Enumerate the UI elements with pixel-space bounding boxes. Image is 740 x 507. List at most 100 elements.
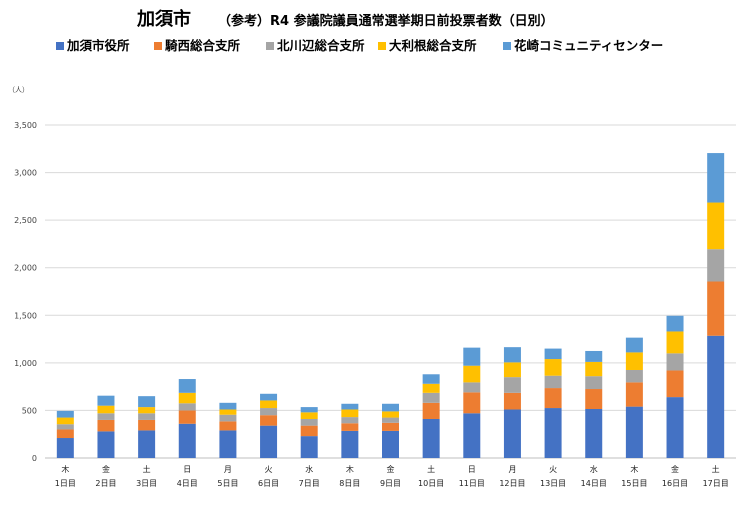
bar-segment xyxy=(463,413,481,458)
bar-segment xyxy=(422,374,440,384)
bar-segment xyxy=(382,403,399,412)
bar-segment xyxy=(300,418,318,426)
y-tick-label: 2,000 xyxy=(14,264,37,273)
x-tick-weekday: 火 xyxy=(549,465,557,474)
x-tick-label: 4日目 xyxy=(177,479,198,488)
y-tick-label: 500 xyxy=(22,406,37,415)
bar-segment xyxy=(97,419,115,432)
gridlines xyxy=(45,124,736,459)
y-tick-label: 3,500 xyxy=(14,121,37,130)
bar-segment xyxy=(341,409,359,418)
legend-label: 北川辺総合支所 xyxy=(277,38,365,53)
bar-segment xyxy=(666,331,684,354)
y-tick-label: 2,500 xyxy=(14,216,37,225)
x-tick-label: 16日目 xyxy=(662,479,688,488)
bar-segment xyxy=(666,315,684,332)
bar-segment xyxy=(503,362,521,378)
bar-segment xyxy=(707,281,725,336)
x-tick-weekday: 土 xyxy=(143,464,151,474)
bar-segment xyxy=(138,407,156,414)
bar-segment xyxy=(56,429,74,439)
x-tick-weekday: 土 xyxy=(427,464,435,474)
x-tick-weekday: 水 xyxy=(305,464,313,474)
x-tick-label: 5日目 xyxy=(217,479,238,488)
x-tick-label: 12日目 xyxy=(499,479,525,488)
bar-segment xyxy=(707,249,725,282)
bar-segment xyxy=(707,153,725,203)
bar-segment xyxy=(382,422,399,431)
legend-swatch xyxy=(378,42,386,50)
bar-segment xyxy=(585,376,603,390)
bar-segment xyxy=(625,337,643,353)
y-tick-label: 1,000 xyxy=(14,359,37,368)
chart-subtitle: （参考）R4 参議院議員通常選挙期日前投票者数（日別） xyxy=(218,13,554,29)
bar-segment xyxy=(707,335,725,458)
bar-segment xyxy=(585,389,603,410)
x-tick-label: 6日目 xyxy=(258,479,279,488)
bar-segment xyxy=(544,359,562,376)
bar-segment xyxy=(503,409,521,458)
x-tick-weekday: 金 xyxy=(102,464,110,474)
x-tick-label: 11日目 xyxy=(459,479,485,488)
bar-segment xyxy=(625,382,643,407)
y-axis: 0 500 1,000 1,500 2,000 2,500 3,000 3,500 xyxy=(14,121,37,463)
bar-segment xyxy=(666,370,684,398)
bar-segment xyxy=(219,421,237,431)
bar-segment xyxy=(341,417,359,424)
legend-label: 大利根総合支所 xyxy=(389,38,477,53)
bar-segment xyxy=(300,407,318,413)
bar-segment xyxy=(97,413,115,420)
x-tick-weekday: 月 xyxy=(224,465,232,474)
bar-segment xyxy=(260,408,278,416)
chart-title: 加須市 xyxy=(136,8,191,30)
bar-segment xyxy=(463,347,481,366)
x-tick-weekday: 月 xyxy=(508,465,516,474)
bar-segment xyxy=(382,411,399,418)
x-tick-label: 8日目 xyxy=(339,479,360,488)
legend: 加須市役所 騎西総合支所 北川辺総合支所 大利根総合支所 花崎コミュニティセンター xyxy=(56,38,663,53)
bar-segment xyxy=(544,388,562,409)
bar-segment xyxy=(219,409,237,415)
bar-segment xyxy=(56,410,74,418)
bar-segment xyxy=(219,430,237,458)
legend-label: 加須市役所 xyxy=(66,38,130,53)
bar-segment xyxy=(382,417,399,423)
x-axis: 木 1日目 金 2日目 土 3日目 日 4日目 月 5日目 火 6日目 水 7日目 木 8日目 金 9日目 土 10日… xyxy=(55,464,729,488)
bar-segment xyxy=(422,402,440,419)
bar-segment xyxy=(585,409,603,458)
bar-segment xyxy=(56,438,74,458)
bar-segment xyxy=(260,400,278,409)
bar-segment xyxy=(300,425,318,437)
x-tick-label: 17日目 xyxy=(703,479,729,488)
bar-segment xyxy=(219,402,237,410)
bar-segment xyxy=(625,406,643,458)
x-tick-label: 13日目 xyxy=(540,479,566,488)
x-tick-label: 1日目 xyxy=(55,479,76,488)
y-tick-label: 3,000 xyxy=(14,169,37,178)
bar-segment xyxy=(178,379,196,393)
bar-segment xyxy=(300,436,318,458)
bar-segment xyxy=(463,365,481,383)
bar-segment xyxy=(585,350,603,362)
x-tick-weekday: 火 xyxy=(265,465,273,474)
bar-segment xyxy=(503,377,521,393)
bar-segment xyxy=(463,382,481,393)
x-tick-weekday: 木 xyxy=(346,464,354,474)
bar-segment xyxy=(56,417,74,425)
legend-swatch xyxy=(154,42,162,50)
bar-segment xyxy=(260,415,278,426)
y-tick-label: 1,500 xyxy=(14,311,37,320)
x-tick-weekday: 金 xyxy=(387,464,395,474)
bar-segment xyxy=(463,392,481,414)
x-tick-weekday: 日 xyxy=(183,465,191,474)
bar-segment xyxy=(341,430,359,458)
bar-segment xyxy=(97,395,115,406)
bar-segment xyxy=(503,347,521,363)
x-tick-weekday: 日 xyxy=(468,465,476,474)
x-tick-weekday: 金 xyxy=(671,464,679,474)
bar-segment xyxy=(666,353,684,371)
bar-segment xyxy=(544,408,562,458)
legend-label: 花崎コミュニティセンター xyxy=(514,38,663,53)
bar-segment xyxy=(300,412,318,419)
